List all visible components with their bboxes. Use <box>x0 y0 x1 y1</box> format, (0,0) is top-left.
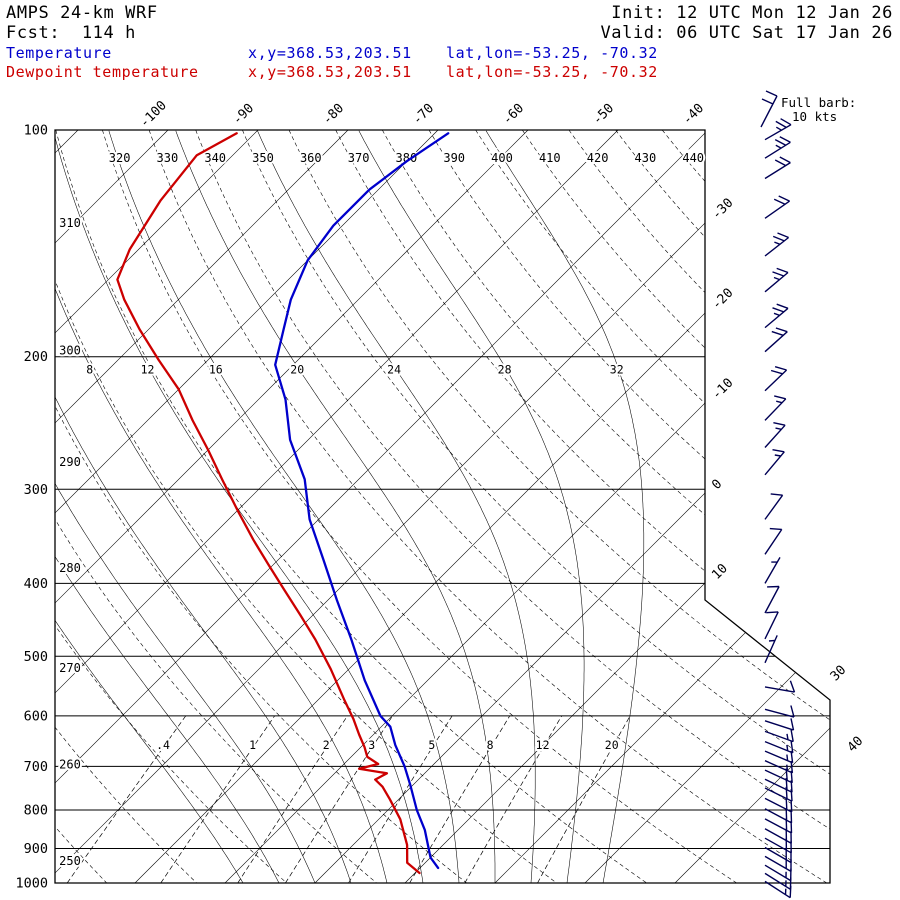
svg-text:32: 32 <box>610 363 624 377</box>
svg-text:300: 300 <box>24 482 48 498</box>
svg-text:400: 400 <box>491 151 513 165</box>
svg-text:250: 250 <box>59 854 81 868</box>
svg-text:-100: -100 <box>137 98 170 131</box>
temperature-legend-label: Temperature <box>6 44 112 62</box>
svg-text:410: 410 <box>539 151 561 165</box>
full-barb-icon <box>760 90 778 128</box>
init-time: Init: 12 UTC Mon 12 Jan 26 <box>611 3 893 23</box>
chart-grid <box>55 130 830 883</box>
svg-text:-50: -50 <box>590 101 617 128</box>
barb-legend-value: 10 kts <box>792 109 837 124</box>
svg-text:5: 5 <box>428 738 435 752</box>
plot-border <box>54 129 831 884</box>
svg-text:0: 0 <box>709 477 725 493</box>
svg-text:8: 8 <box>86 363 93 377</box>
svg-text:-70: -70 <box>410 101 437 128</box>
svg-text:8: 8 <box>487 738 494 752</box>
svg-text:20: 20 <box>290 363 304 377</box>
svg-text:900: 900 <box>24 841 48 857</box>
svg-text:-20: -20 <box>709 286 736 313</box>
svg-text:700: 700 <box>24 759 48 775</box>
svg-text:12: 12 <box>141 363 155 377</box>
svg-text:270: 270 <box>59 661 81 675</box>
svg-text:370: 370 <box>348 151 370 165</box>
wind-barbs <box>764 118 796 899</box>
svg-text:-80: -80 <box>320 101 347 128</box>
dewpoint-curve <box>116 132 421 875</box>
forecast-hour: Fcst: 114 h <box>6 23 137 43</box>
svg-text:330: 330 <box>157 151 179 165</box>
svg-text:40: 40 <box>845 734 867 756</box>
svg-text:1000: 1000 <box>15 876 48 892</box>
svg-text:-10: -10 <box>709 376 736 403</box>
barb-legend: Full barb: 10 kts <box>760 90 856 128</box>
svg-text:290: 290 <box>59 455 81 469</box>
model-title: AMPS 24-km WRF <box>6 3 158 23</box>
svg-text:600: 600 <box>24 708 48 724</box>
temperature-latlon: lat,lon=-53.25, -70.32 <box>446 44 658 62</box>
svg-text:-40: -40 <box>680 101 707 128</box>
svg-text:280: 280 <box>59 561 81 575</box>
svg-text:-90: -90 <box>230 101 257 128</box>
svg-text:800: 800 <box>24 803 48 819</box>
svg-text:1: 1 <box>249 738 256 752</box>
svg-text:350: 350 <box>252 151 274 165</box>
svg-text:400: 400 <box>24 576 48 592</box>
svg-text:12: 12 <box>536 738 550 752</box>
svg-text:28: 28 <box>498 363 512 377</box>
dewpoint-latlon: lat,lon=-53.25, -70.32 <box>446 63 658 81</box>
svg-text:2: 2 <box>323 738 330 752</box>
svg-text:300: 300 <box>59 344 81 358</box>
svg-text:-30: -30 <box>709 196 736 223</box>
svg-text:10: 10 <box>709 561 731 583</box>
svg-text:200: 200 <box>24 349 48 365</box>
svg-text:16: 16 <box>209 363 223 377</box>
svg-text:320: 320 <box>109 151 131 165</box>
svg-text:20: 20 <box>605 738 619 752</box>
svg-text:.4: .4 <box>156 738 170 752</box>
temperature-curve <box>274 132 450 870</box>
svg-text:24: 24 <box>387 363 401 377</box>
dewpoint-grid-coords: x,y=368.53,203.51 <box>248 63 412 81</box>
svg-text:380: 380 <box>396 151 418 165</box>
svg-text:3: 3 <box>368 738 375 752</box>
svg-text:500: 500 <box>24 649 48 665</box>
svg-text:310: 310 <box>59 216 81 230</box>
svg-text:100: 100 <box>24 123 48 139</box>
svg-text:260: 260 <box>59 757 81 771</box>
dewpoint-legend-label: Dewpoint temperature <box>6 63 199 81</box>
svg-text:430: 430 <box>635 151 657 165</box>
temperature-grid-coords: x,y=368.53,203.51 <box>248 44 412 62</box>
svg-text:420: 420 <box>587 151 609 165</box>
barb-legend-title: Full barb: <box>781 95 856 110</box>
svg-text:30: 30 <box>828 663 850 685</box>
svg-text:390: 390 <box>443 151 465 165</box>
svg-text:440: 440 <box>682 151 704 165</box>
valid-time: Valid: 06 UTC Sat 17 Jan 26 <box>600 23 893 43</box>
svg-text:-60: -60 <box>500 101 527 128</box>
svg-text:360: 360 <box>300 151 322 165</box>
svg-text:340: 340 <box>204 151 226 165</box>
